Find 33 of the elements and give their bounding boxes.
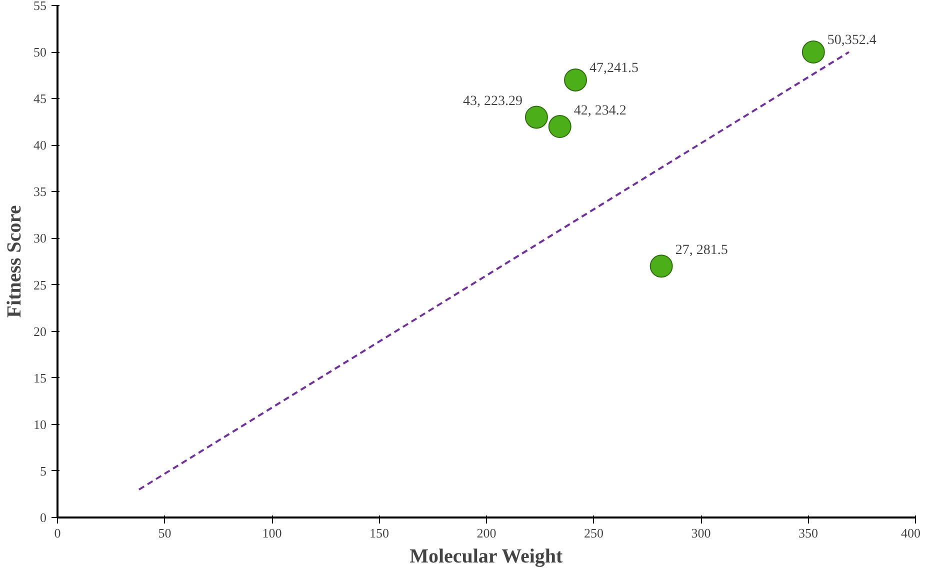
x-tick-label: 100 — [262, 526, 282, 540]
annotation: 50,352.4 — [827, 33, 876, 48]
y-tick-label: 15 — [34, 370, 46, 386]
point — [524, 106, 548, 129]
y-tick-label: 25 — [34, 277, 46, 292]
x-tick-label: 50 — [158, 526, 172, 540]
point — [650, 254, 673, 278]
point — [564, 68, 588, 92]
point — [802, 40, 825, 64]
annotation: 43, 223.29 — [462, 94, 522, 110]
annotation: 47,241.5 — [590, 60, 639, 76]
x-tick-label: 400 — [901, 526, 920, 540]
y-tick-label: 5 — [40, 463, 46, 478]
y-tick-label: 40 — [34, 138, 46, 153]
y-tick-label: 30 — [34, 230, 46, 246]
y-tick-label: 0 — [40, 510, 46, 525]
y-tick-label: 35 — [34, 184, 46, 200]
x-axis-title: Molecular Weight — [410, 546, 564, 568]
x-tick-label: 150 — [370, 526, 389, 540]
point — [548, 115, 572, 138]
annotation: 42, 234.2 — [574, 104, 626, 119]
y-tick-label: 55 — [34, 0, 46, 13]
y-tick-label: 10 — [34, 416, 46, 432]
y-tick-label: 45 — [34, 91, 46, 106]
x-tick-label: 250 — [584, 526, 604, 540]
x-tick-label: 200 — [476, 526, 496, 540]
y-tick-label: 50 — [34, 44, 46, 60]
y-axis-title: Fitness Score — [4, 205, 26, 318]
y-tick-label: 20 — [34, 324, 46, 339]
x-tick-label: 350 — [798, 526, 818, 540]
x-tick-label: 300 — [691, 526, 711, 540]
x-tick-label: 0 — [54, 526, 61, 540]
annotation: 27, 281.5 — [675, 243, 728, 258]
